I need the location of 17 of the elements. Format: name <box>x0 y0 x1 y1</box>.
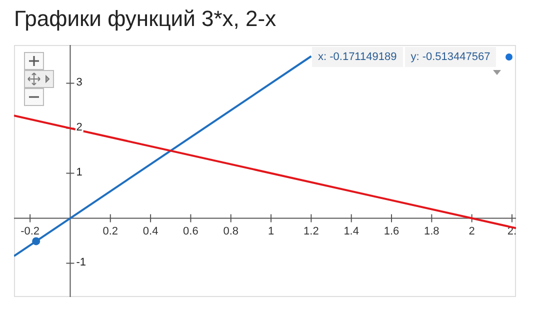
annotation: x: -0.171149189 <box>312 47 403 67</box>
x-tick-label: 1.6 <box>384 225 400 238</box>
x-tick-label: 0.4 <box>142 225 158 238</box>
x-tick-label: 1 <box>268 225 274 238</box>
chart-title: Графики функций 3*x, 2-x <box>14 6 276 32</box>
x-tick-label: 2 <box>468 225 475 238</box>
x-tick-label: 0.8 <box>223 225 239 238</box>
annotation: y: -0.513447567 <box>404 47 496 67</box>
y-tick-label: 3 <box>76 76 82 88</box>
x-tick-label: 0.2 <box>102 225 118 238</box>
x-tick-label: 1.4 <box>344 225 359 238</box>
y-tick-label: -1 <box>76 256 86 268</box>
x-tick-label: 1.8 <box>424 225 440 238</box>
x-tick-label: 1.2 <box>304 225 319 238</box>
y-tick-label: 1 <box>76 166 82 178</box>
x-tick-label: 0.6 <box>183 225 198 238</box>
x-tick-label: -0.2 <box>20 225 40 238</box>
